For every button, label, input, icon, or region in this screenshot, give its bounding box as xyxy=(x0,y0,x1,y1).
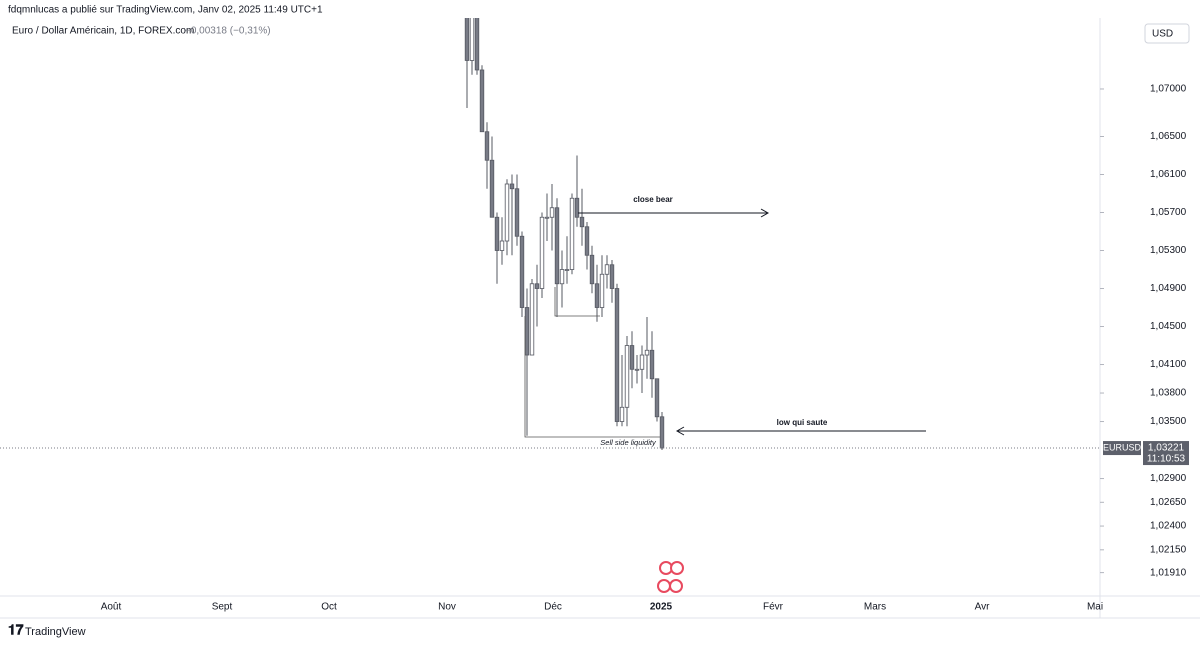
candle-body xyxy=(529,283,535,356)
y-tick-label: 1,01910 xyxy=(1150,567,1187,578)
candle-body xyxy=(524,307,530,356)
currency-button[interactable] xyxy=(1144,23,1190,44)
x-tick-label: Août xyxy=(101,602,122,613)
candle-body xyxy=(489,159,495,218)
candle-body xyxy=(479,69,485,133)
x-tick-label: Avr xyxy=(975,602,990,613)
annotation: Sell side liquidity xyxy=(600,438,657,447)
y-tick-label: 1,04500 xyxy=(1150,321,1187,332)
y-tick-label: 1,02900 xyxy=(1150,473,1187,484)
candle-body xyxy=(609,264,615,289)
y-tick-label: 1,04900 xyxy=(1150,283,1187,294)
event-icon[interactable] xyxy=(669,579,683,593)
y-tick-label: 1,04100 xyxy=(1150,359,1187,370)
y-tick-label: 1,03500 xyxy=(1150,416,1187,427)
candle-body xyxy=(584,226,590,256)
candle-body xyxy=(519,235,525,308)
brand: TradingView xyxy=(25,626,86,638)
change: −0,00318 (−0,31%) xyxy=(185,26,271,37)
candle-body xyxy=(574,197,580,218)
x-tick-label: Mai xyxy=(1087,602,1103,613)
candle-body xyxy=(539,216,545,289)
event-icon[interactable] xyxy=(657,579,671,593)
candle-body xyxy=(569,197,575,270)
candle-body xyxy=(624,345,630,408)
candle-body xyxy=(499,240,505,251)
candle-body xyxy=(474,18,480,71)
event-icon[interactable] xyxy=(670,561,684,575)
candle-body xyxy=(559,269,565,285)
symbol-tag xyxy=(1103,441,1141,456)
y-tick-label: 1,06100 xyxy=(1150,169,1187,180)
candle-body xyxy=(554,207,560,285)
candle-body xyxy=(534,283,540,289)
liquidity-line xyxy=(524,316,660,438)
candle-body xyxy=(599,273,605,308)
price-tag-text: 1,03221 xyxy=(1148,443,1185,454)
currency[interactable]: USD xyxy=(1152,29,1173,40)
candle-body xyxy=(544,216,550,219)
y-tick-label: 1,05300 xyxy=(1150,245,1187,256)
price-tag xyxy=(1143,441,1189,466)
candle-body xyxy=(594,283,600,308)
x-tick-label: Févr xyxy=(763,602,784,613)
symbol-tag-text: EURUSD xyxy=(1103,442,1142,452)
candle-body xyxy=(504,183,510,242)
candle-body xyxy=(634,368,640,371)
y-tick-label: 1,02650 xyxy=(1150,497,1187,508)
candle-body xyxy=(639,354,645,370)
candle-body xyxy=(579,216,585,228)
x-tick-label: Nov xyxy=(438,602,456,613)
x-tick-label: Oct xyxy=(321,602,337,613)
y-tick-label: 1,02400 xyxy=(1150,521,1187,532)
candle-body xyxy=(509,183,515,190)
logo: 𝟏𝟕 xyxy=(8,622,24,638)
candle-body xyxy=(649,349,655,380)
arrow-head xyxy=(760,208,770,218)
y-tick-label: 1,02150 xyxy=(1150,544,1187,555)
candle-body xyxy=(604,264,610,275)
candle-body xyxy=(589,254,595,285)
candle-body xyxy=(494,216,500,251)
candle-body xyxy=(629,345,635,370)
candles xyxy=(464,18,665,451)
published-by: fdqmnlucas a publié sur TradingView.com,… xyxy=(8,5,323,16)
arrow-head xyxy=(675,426,685,436)
countdown: 11:10:53 xyxy=(1147,454,1186,465)
candle-body xyxy=(614,288,620,422)
y-tick-label: 1,05700 xyxy=(1150,207,1187,218)
candle-body xyxy=(654,378,660,418)
y-tick-label: 1,06500 xyxy=(1150,131,1187,142)
candle-body xyxy=(469,18,475,61)
x-tick-label: Déc xyxy=(544,602,562,613)
candle-body xyxy=(549,207,555,218)
candle-body xyxy=(644,349,650,356)
symbol-title: Euro / Dollar Américain, 1D, FOREX.com xyxy=(12,26,194,37)
candle-body xyxy=(464,18,470,61)
range-line xyxy=(554,287,600,317)
y-tick-label: 1,03800 xyxy=(1150,388,1187,399)
y-tick-label: 1,07000 xyxy=(1150,84,1187,95)
candle-body xyxy=(484,131,490,161)
candle-body xyxy=(564,269,570,271)
candle-body xyxy=(659,416,665,449)
x-tick-label: 2025 xyxy=(650,602,673,613)
x-tick-label: Sept xyxy=(212,602,233,613)
annotation: close bear xyxy=(633,195,673,204)
candle-body xyxy=(619,406,625,422)
candle-body xyxy=(514,188,520,237)
annotation: low qui saute xyxy=(777,418,828,427)
x-tick-label: Mars xyxy=(864,602,886,613)
